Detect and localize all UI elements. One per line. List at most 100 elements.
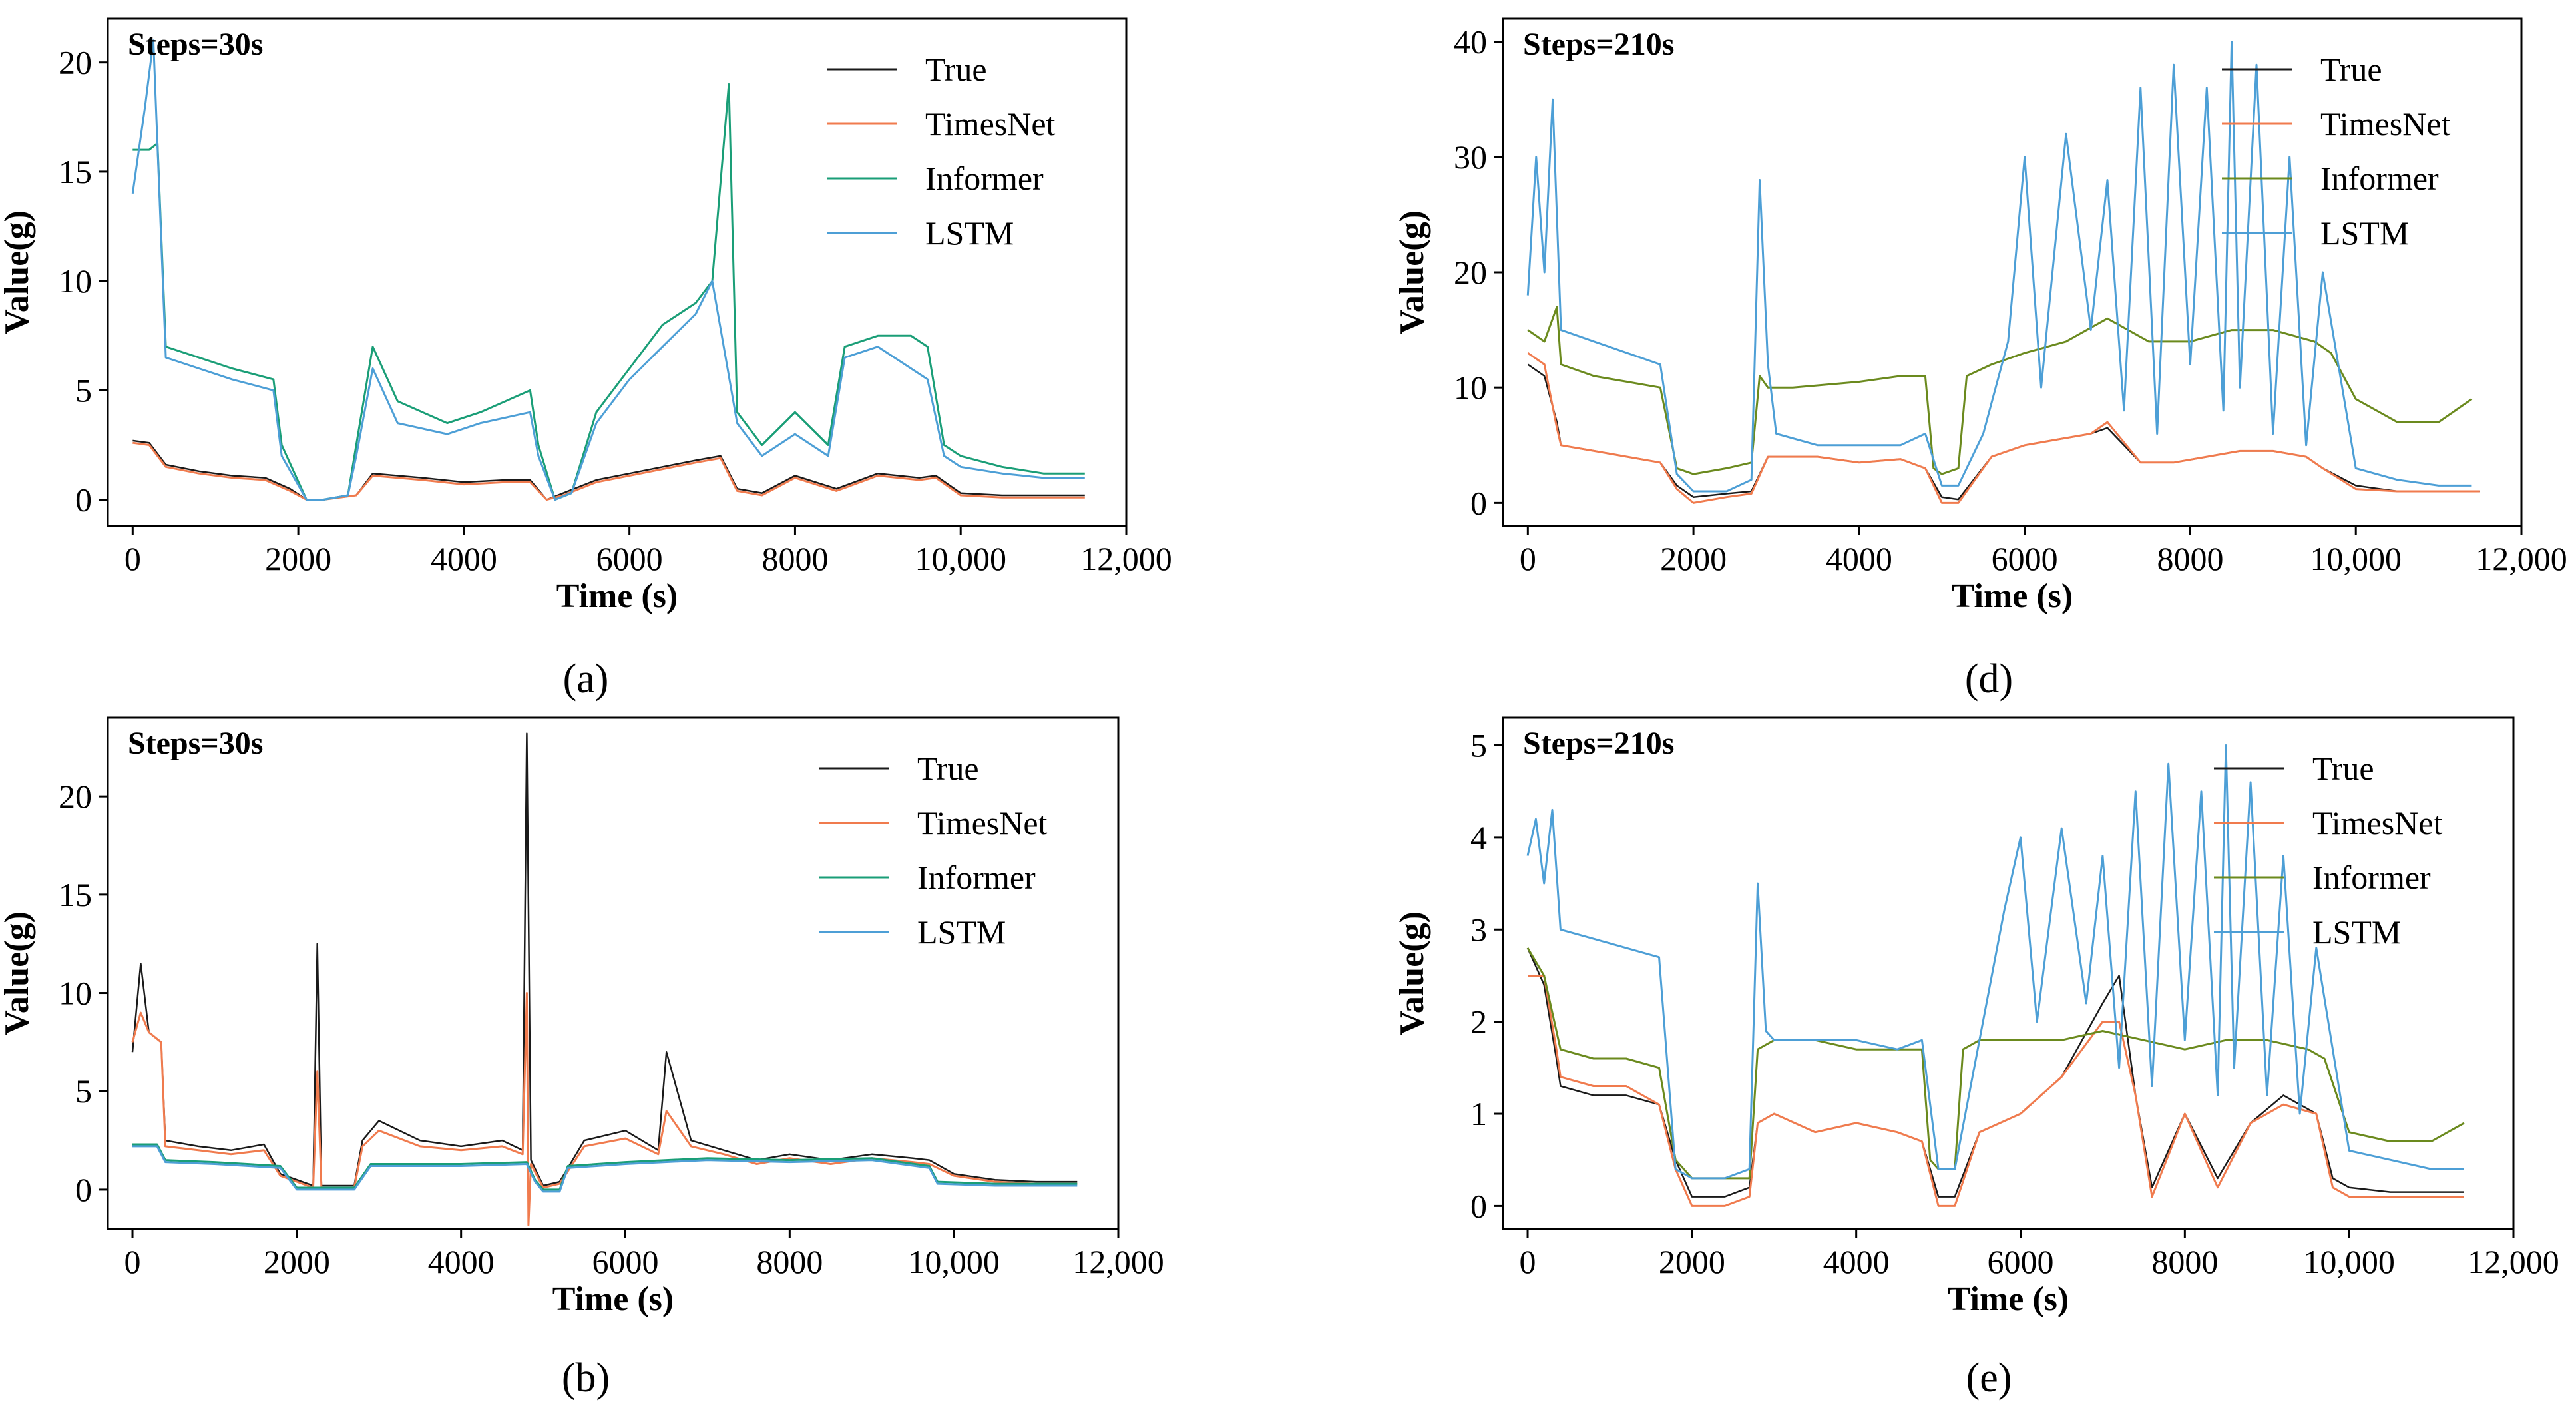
series-line-informer: [1526, 947, 2465, 1180]
y-axis-label: Value(g): [1393, 210, 1431, 334]
x-tick-label: 8000: [2151, 1243, 2218, 1280]
y-tick-label: 4: [1470, 819, 1487, 856]
x-tick-label: 0: [124, 540, 141, 577]
x-tick-label: 10,000: [908, 1243, 1000, 1280]
y-tick-label: 30: [1454, 138, 1487, 176]
legend-label-lstm: LSTM: [2320, 214, 2409, 252]
y-tick-label: 10: [59, 262, 92, 300]
y-tick-label: 15: [59, 876, 92, 913]
y-tick-label: 20: [1454, 254, 1487, 291]
legend-label-timesnet: TimesNet: [2320, 105, 2451, 142]
y-axis-label: Value(g): [0, 911, 36, 1035]
y-tick-label: 10: [1454, 369, 1487, 406]
legend-label-timesnet: TimesNet: [2312, 804, 2443, 841]
chart-panel-2: 0 2000 4000 6000 8000 10,000 12,000 0 5 10 15 20 Tim…: [0, 716, 1164, 1401]
legend-label-true: True: [2312, 750, 2374, 787]
series-line-lstm: [1526, 41, 2472, 493]
steps-annotation: Steps=30s: [128, 27, 263, 62]
series-line-informer: [1527, 306, 2473, 475]
legend-label-true: True: [917, 750, 979, 787]
x-tick-label: 12,000: [1072, 1243, 1164, 1280]
y-tick-label: 0: [1470, 484, 1487, 521]
legend-label-timesnet: TimesNet: [917, 804, 1048, 841]
steps-annotation: Steps=210s: [1523, 27, 1674, 62]
legend-label-lstm: LSTM: [2312, 913, 2401, 951]
legend-label-informer: Informer: [925, 160, 1044, 197]
x-tick-label: 0: [1520, 540, 1536, 577]
x-tick-label: 0: [1520, 1243, 1536, 1280]
x-tick-label: 12,000: [2475, 540, 2567, 577]
x-tick-label: 6000: [592, 1243, 659, 1280]
steps-annotation: Steps=30s: [128, 726, 263, 761]
x-tick-label: 12,000: [1080, 540, 1172, 577]
y-tick-label: 10: [59, 975, 92, 1012]
chart-panel-4: 0 2000 4000 6000 8000 10,000 12,000 0 1 2 3 4 5 Time …: [1393, 716, 2559, 1401]
y-tick-label: 1: [1470, 1095, 1487, 1132]
y-tick-label: 20: [59, 778, 92, 815]
series-line-informer: [132, 83, 1085, 501]
panel-caption: (b): [562, 1355, 610, 1401]
panel-caption: (d): [1965, 656, 2013, 702]
x-tick-label: 6000: [1992, 540, 2058, 577]
x-axis-label: Time (s): [552, 1280, 674, 1318]
legend-label-true: True: [2320, 51, 2382, 88]
y-tick-label: 5: [1470, 727, 1487, 764]
x-tick-label: 4000: [431, 540, 497, 577]
panel-caption: (e): [1966, 1355, 2012, 1401]
y-tick-label: 3: [1470, 911, 1487, 948]
x-tick-label: 4000: [1823, 1243, 1890, 1280]
plot-frame: [107, 716, 1120, 1230]
plot-frame: [1502, 716, 2515, 1230]
panel-caption: (a): [563, 656, 609, 702]
plot-frame: [107, 17, 1128, 527]
legend-label-lstm: LSTM: [917, 913, 1006, 951]
chart-panel-3: 0 2000 4000 6000 8000 10,000 12,000 0 10 20 30 40 Ti…: [1393, 17, 2567, 702]
x-tick-label: 2000: [264, 1243, 330, 1280]
series-line-timesnet: [132, 441, 1085, 501]
y-axis-label: Value(g): [0, 210, 36, 334]
x-tick-label: 6000: [1988, 1243, 2054, 1280]
x-tick-label: 4000: [428, 1243, 495, 1280]
x-axis-label: Time (s): [1948, 1280, 2069, 1318]
series-line-lstm: [1526, 744, 2464, 1180]
y-tick-label: 2: [1470, 1003, 1487, 1041]
series-line-timesnet: [1528, 975, 2464, 1207]
series-line-informer: [132, 1143, 1078, 1191]
series-line-timesnet: [1527, 352, 2480, 504]
x-tick-label: 4000: [1826, 540, 1892, 577]
legend-label-informer: Informer: [2312, 859, 2431, 896]
x-tick-label: 8000: [2157, 540, 2223, 577]
y-tick-label: 20: [59, 44, 92, 81]
x-axis-label: Time (s): [1952, 577, 2073, 615]
x-tick-label: 6000: [596, 540, 663, 577]
x-tick-label: 2000: [1660, 540, 1727, 577]
series-line-lstm: [132, 1145, 1078, 1193]
series-line-timesnet: [131, 992, 1078, 1226]
y-tick-label: 5: [75, 1072, 92, 1110]
x-tick-label: 8000: [756, 1243, 823, 1280]
y-tick-label: 40: [1454, 23, 1487, 61]
legend-label-informer: Informer: [917, 859, 1036, 896]
series-line-true: [1526, 947, 2464, 1198]
y-tick-label: 0: [1470, 1187, 1487, 1224]
y-tick-label: 0: [75, 1171, 92, 1208]
series-line-true: [131, 732, 1078, 1187]
legend-label-informer: Informer: [2320, 160, 2439, 197]
y-tick-label: 0: [75, 481, 92, 519]
steps-annotation: Steps=210s: [1523, 726, 1674, 761]
x-tick-label: 10,000: [915, 540, 1006, 577]
x-tick-label: 2000: [265, 540, 331, 577]
series-line-lstm: [131, 39, 1085, 501]
x-axis-label: Time (s): [556, 577, 678, 615]
chart-panel-1: 0 2000 4000 6000 8000 10,000 12,000 0 5 10 15 20 Tim…: [0, 17, 1172, 702]
x-tick-label: 8000: [761, 540, 828, 577]
series-line-true: [132, 439, 1085, 501]
x-tick-label: 2000: [1659, 1243, 1725, 1280]
y-tick-label: 15: [59, 153, 92, 190]
y-axis-label: Value(g): [1393, 911, 1431, 1035]
x-tick-label: 0: [124, 1243, 141, 1280]
x-tick-label: 10,000: [2303, 1243, 2395, 1280]
legend-label-true: True: [925, 51, 987, 88]
y-tick-label: 5: [75, 371, 92, 409]
